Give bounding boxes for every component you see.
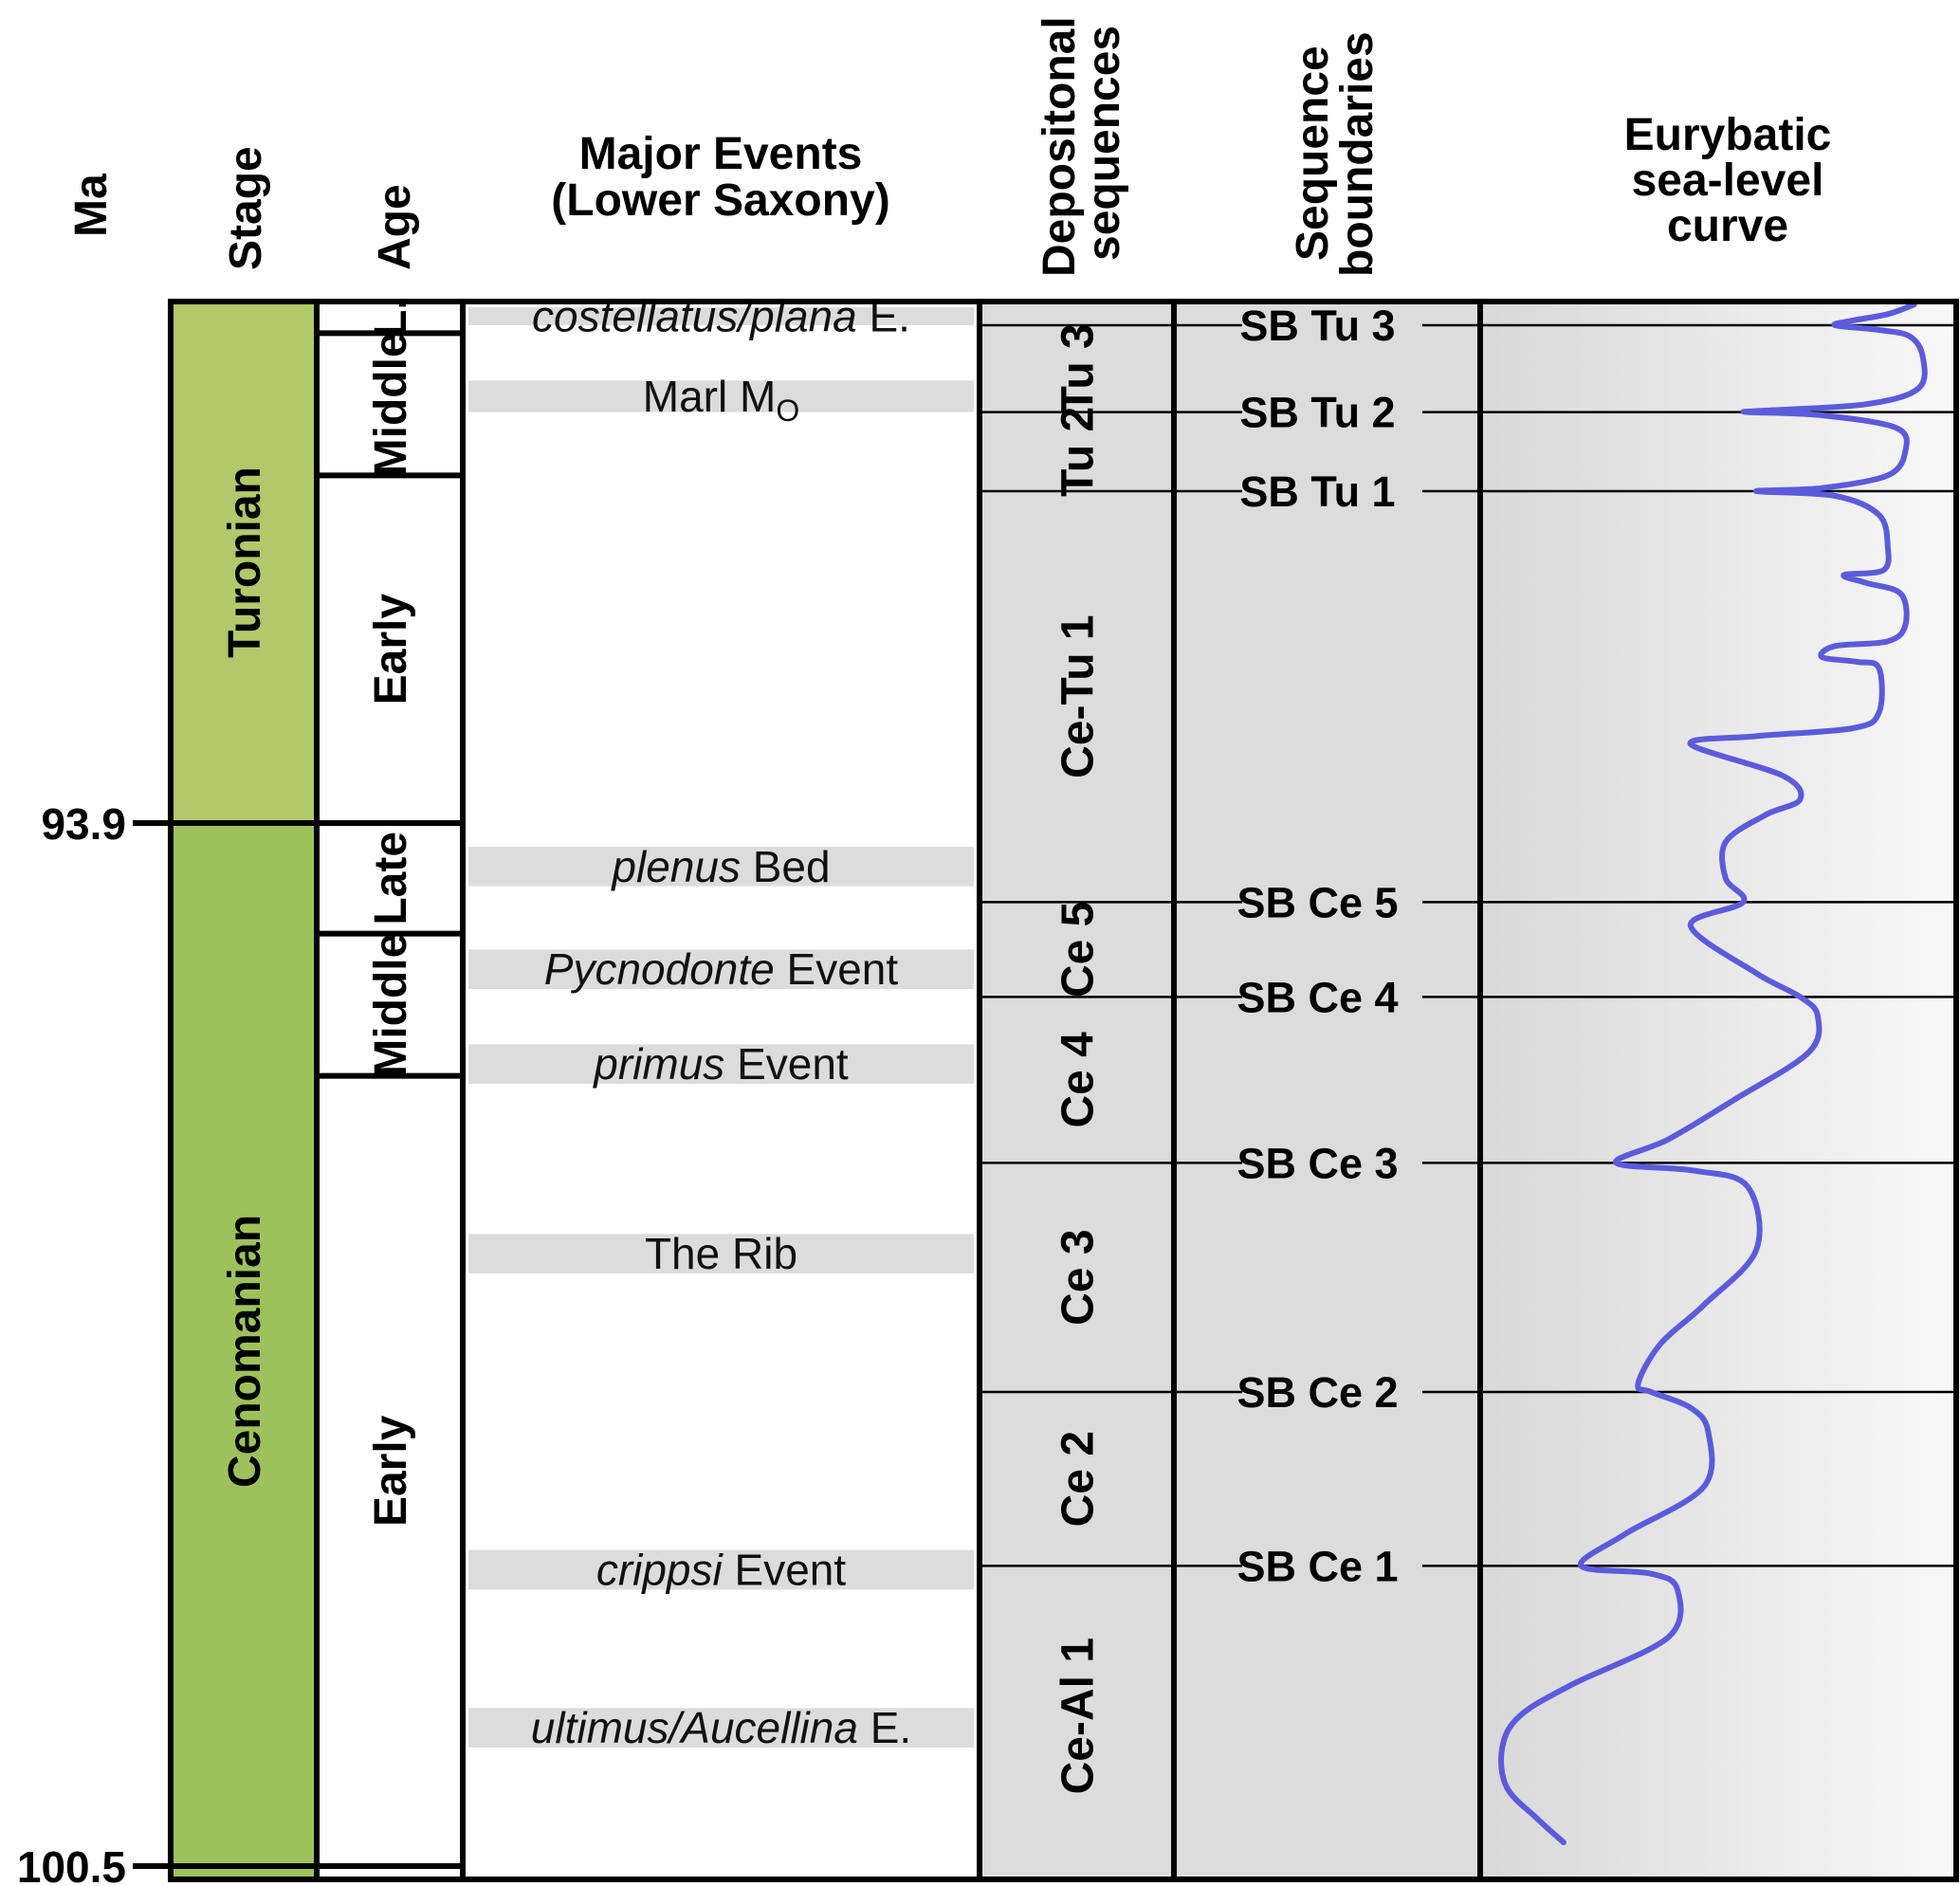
event-band	[468, 847, 974, 887]
ma-tick-label: 93.9	[41, 799, 126, 849]
event-plain: Bed	[741, 842, 831, 891]
column-frames	[168, 299, 1959, 1882]
event-label: Pycnodonte Event	[544, 944, 899, 994]
event-italic: crippsi	[596, 1546, 724, 1595]
header-depo-line2: sequences	[1079, 26, 1129, 261]
age-label: Middle	[366, 933, 416, 1077]
outer-frame	[168, 299, 1959, 1882]
event-band	[468, 380, 974, 412]
event-band	[468, 1234, 974, 1273]
header-stage: Stage	[221, 146, 271, 270]
sea-level-curve-line	[1498, 302, 1928, 1845]
age-label: Late	[366, 832, 416, 925]
boundary-label: SB Ce 2	[1236, 1368, 1398, 1417]
boundary-label: SB Ce 5	[1236, 878, 1398, 926]
sequence-boundaries-column	[1174, 302, 1480, 1879]
event-italic: plenus	[610, 842, 741, 891]
sea-level-curve-column	[1480, 302, 1956, 1879]
event-plain: Event	[723, 1546, 847, 1595]
sequence-label: Tu 3	[1053, 323, 1104, 413]
stage-label: Cenomanian	[220, 1215, 270, 1488]
ma-axis: 93.9 100.5	[17, 799, 463, 1886]
age-label: Early	[366, 1415, 416, 1527]
event-band	[468, 307, 974, 325]
header-age: Age	[370, 184, 420, 270]
stage-label: Turonian	[220, 467, 270, 658]
sequence-label: Ce-Tu 1	[1053, 614, 1104, 778]
sequence-label: Ce 4	[1053, 1032, 1104, 1128]
boundary-label: SB Ce 4	[1236, 973, 1398, 1021]
ma-tick-label: 100.5	[17, 1842, 126, 1886]
header-depo-line1: Depositonal	[1035, 16, 1085, 277]
boundary-label: SB Ce 1	[1236, 1542, 1398, 1590]
sequence-label: Ce 2	[1053, 1431, 1104, 1527]
event-band	[468, 1708, 974, 1748]
header-events-line1: Major Events	[579, 129, 863, 179]
event-subscript: O	[776, 394, 799, 428]
age-label: Early	[366, 594, 416, 705]
stage-band	[171, 823, 317, 1879]
header-sb-line2: boundaries	[1332, 31, 1383, 277]
age-label: Middle	[366, 332, 416, 476]
header-ma: Ma	[66, 174, 117, 237]
event-plain: Marl M	[643, 372, 777, 421]
event-italic: Pycnodonte	[544, 944, 775, 994]
event-band	[468, 1044, 974, 1084]
stage-column: Turonian Cenomanian	[171, 302, 317, 1879]
event-italic: primus	[592, 1039, 724, 1089]
event-label: The Rib	[645, 1229, 797, 1278]
header-curve-line1: Eurybatic	[1624, 110, 1832, 160]
boundary-label: SB Tu 1	[1239, 467, 1395, 516]
boundary-label: SB Tu 3	[1239, 302, 1395, 350]
boundary-label: SB Tu 2	[1239, 389, 1395, 437]
stage-band	[171, 302, 317, 823]
sequence-label: Ce-Al 1	[1053, 1638, 1104, 1794]
event-label: ultimus/Aucellina E.	[531, 1703, 911, 1752]
sequences-column: Tu 3Tu 2 Ce-Tu 1 Ce 5 Ce 4 Ce 3 Ce 2 Ce-Al 1	[1053, 323, 1104, 1794]
header-curve-line3: curve	[1667, 201, 1788, 251]
event-band	[468, 1549, 974, 1590]
event-label: Marl MO	[643, 372, 799, 428]
sea-level-curve	[1498, 302, 1928, 1845]
header-curve-line2: sea-level	[1632, 156, 1824, 206]
event-label: primus Event	[592, 1039, 849, 1089]
boundary-label: SB Ce 3	[1236, 1139, 1398, 1187]
sequence-label: Tu 2	[1053, 407, 1104, 497]
boundaries-column: SB Tu 3 SB Tu 2 SB Tu 1 SB Ce 5 SB Ce 4 SB Ce…	[980, 302, 1956, 1590]
column-headers: Ma Stage Age Major Events (Lower Saxony)…	[66, 16, 1831, 277]
depositional-sequences-column	[980, 302, 1174, 1879]
event-plain: Event	[724, 1039, 849, 1089]
header-sb-line1: Sequence	[1288, 46, 1338, 261]
event-plain: Event	[775, 944, 899, 994]
event-plain: The Rib	[645, 1229, 797, 1278]
header-events-line2: (Lower Saxony)	[551, 175, 889, 226]
event-label: plenus Bed	[610, 842, 830, 891]
sequence-label: Ce 3	[1053, 1229, 1104, 1325]
event-label: crippsi Event	[596, 1546, 847, 1595]
event-band	[468, 949, 974, 989]
event-italic: ultimus/Aucellina	[531, 1703, 858, 1752]
sequence-label: Ce 5	[1053, 902, 1104, 998]
event-plain: E.	[858, 1703, 911, 1752]
